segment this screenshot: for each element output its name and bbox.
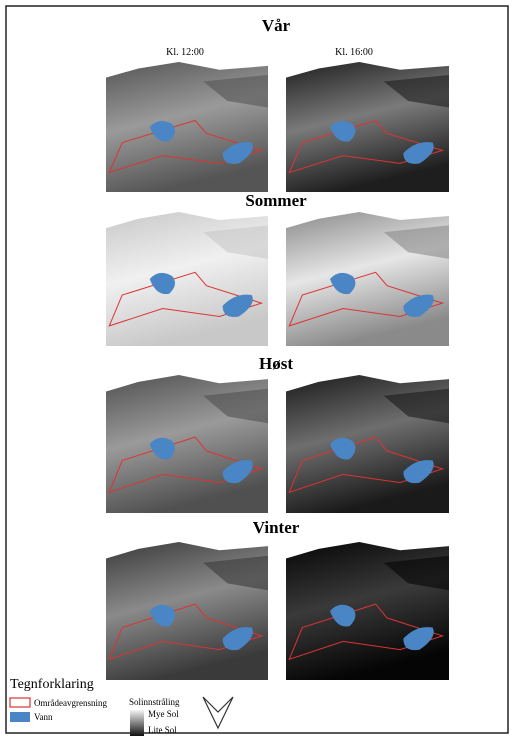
terrain-panel (106, 542, 268, 680)
terrain-panel (286, 212, 449, 346)
time-label: Kl. 16:00 (335, 47, 373, 58)
season-title: Sommer (245, 191, 307, 210)
legend-title: Tegnforklaring (10, 677, 94, 692)
season-title: Vinter (253, 518, 300, 537)
page: Kl. 12:00 Kl. 16:00 Tegnforklaring Områd… (0, 0, 514, 739)
legend-label: Områdeavgrensning (34, 698, 107, 708)
radiation-swatch (130, 710, 144, 736)
legend-label: Lite Sol (148, 725, 177, 735)
water-swatch (10, 712, 30, 722)
legend-label: Mye Sol (148, 709, 179, 719)
figure: Kl. 12:00 Kl. 16:00 Tegnforklaring Områd… (0, 0, 514, 739)
season-title: Høst (259, 354, 293, 373)
terrain-panel (106, 62, 268, 192)
time-label: Kl. 12:00 (166, 47, 204, 58)
legend-label: Solinnstråling (129, 697, 180, 707)
terrain-panel (286, 62, 449, 192)
terrain-panel (106, 375, 268, 513)
legend-label: Vann (34, 712, 53, 722)
season-title: Vår (262, 16, 291, 35)
terrain-panel (286, 542, 449, 680)
terrain-panel (106, 212, 268, 346)
terrain-panel (286, 375, 449, 513)
